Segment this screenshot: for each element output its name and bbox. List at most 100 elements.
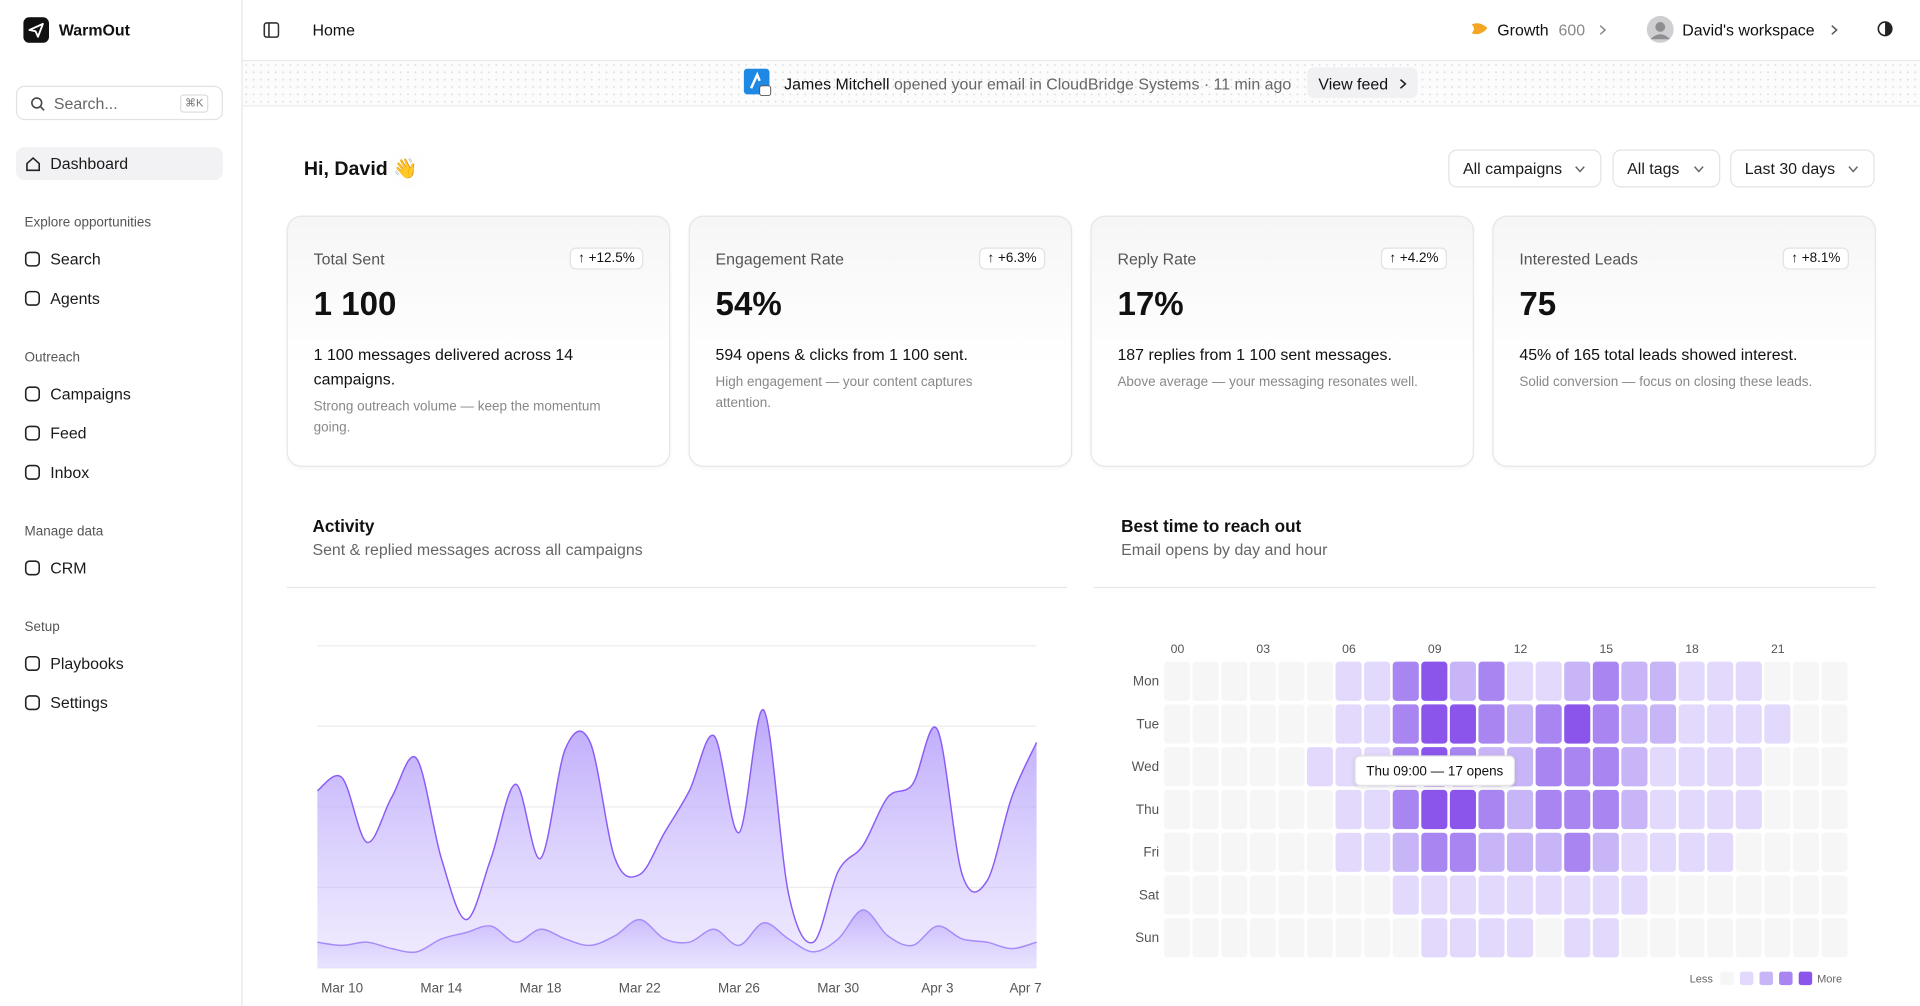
nav-item[interactable]: Agents bbox=[16, 282, 223, 315]
heatmap-cell bbox=[1164, 832, 1191, 872]
heatmap-cell bbox=[1792, 747, 1819, 787]
stat-value: 54% bbox=[715, 285, 782, 323]
brand-logo bbox=[23, 17, 50, 43]
heatmap-cell bbox=[1364, 832, 1391, 872]
heatmap-cell bbox=[1792, 875, 1819, 915]
heatmap-cell bbox=[1792, 918, 1819, 958]
workspace-name[interactable]: David's workspace bbox=[1682, 20, 1815, 40]
plan-name[interactable]: Growth bbox=[1497, 20, 1549, 40]
heatmap-cell bbox=[1278, 918, 1305, 958]
heatmap-cell bbox=[1507, 832, 1534, 872]
heatmap-cell bbox=[1764, 747, 1791, 787]
nav-item[interactable]: Search bbox=[16, 243, 223, 276]
heatmap-cell bbox=[1221, 704, 1248, 744]
section-subtitle: Email opens by day and hour bbox=[1121, 540, 1328, 559]
heatmap-cell bbox=[1249, 875, 1276, 915]
nav-icon bbox=[24, 290, 41, 306]
heatmap-cell bbox=[1392, 789, 1419, 830]
search-box[interactable]: Search... ⌘K bbox=[15, 85, 223, 121]
icon-shape bbox=[24, 464, 41, 480]
nav-item[interactable]: Campaigns bbox=[16, 377, 223, 410]
icon-shape bbox=[24, 251, 41, 267]
heatmap-cell bbox=[1249, 747, 1276, 787]
nav-icon bbox=[24, 464, 41, 480]
heatmap-cell bbox=[1821, 704, 1848, 744]
tooltip-text: Thu 09:00 — 17 opens bbox=[1366, 764, 1503, 779]
heatmap-cell bbox=[1621, 832, 1648, 872]
line bbox=[317, 909, 1037, 953]
stat-card: Engagement Rate ↑ +6.3% 54% 594 opens & cli… bbox=[688, 215, 1073, 467]
heatmap-cell bbox=[1192, 832, 1219, 872]
heatmap-cell bbox=[1535, 661, 1562, 701]
x-tick-label: Apr 3 bbox=[921, 980, 953, 995]
nav-icon bbox=[24, 251, 41, 267]
nav-item[interactable]: Inbox bbox=[16, 456, 223, 489]
column-label: 06 bbox=[1342, 642, 1356, 656]
stat-card: Total Sent ↑ +12.5% 1 100 1 100 messages de… bbox=[286, 215, 671, 467]
stat-delta: ↑ +8.1% bbox=[1782, 247, 1849, 270]
heatmap-cell bbox=[1735, 875, 1762, 915]
stat-note: Solid conversion — focus on closing thes… bbox=[1519, 374, 1813, 390]
heatmap-cell bbox=[1821, 747, 1848, 787]
nav-item[interactable]: CRM bbox=[16, 551, 223, 584]
heatmap-cell bbox=[1707, 832, 1734, 872]
filter-dropdown[interactable]: Last 30 days bbox=[1730, 149, 1875, 188]
nav-item-active[interactable]: Dashboard bbox=[15, 147, 223, 181]
heatmap-cell bbox=[1278, 661, 1305, 701]
filter-dropdown[interactable]: All tags bbox=[1612, 149, 1721, 188]
stat-value: 17% bbox=[1117, 285, 1184, 323]
stat-description: 1 100 messages delivered across 14 campa… bbox=[313, 345, 574, 389]
chevron bbox=[1599, 25, 1607, 35]
heatmap-cell bbox=[1707, 789, 1734, 830]
x-tick-label: Apr 7 bbox=[1009, 980, 1041, 995]
brand-name: WarmOut bbox=[58, 20, 130, 40]
heatmap-cell bbox=[1621, 918, 1648, 958]
heatmap-cell bbox=[1449, 704, 1476, 744]
filter-label: All campaigns bbox=[1462, 159, 1563, 178]
nav-label: Campaigns bbox=[50, 384, 131, 404]
heatmap-cell bbox=[1707, 661, 1734, 701]
filter-dropdown[interactable]: All campaigns bbox=[1448, 149, 1602, 188]
nav-icon bbox=[24, 655, 41, 672]
stat-label: Total Sent bbox=[313, 249, 385, 269]
heatmap-cell bbox=[1421, 918, 1448, 958]
divider bbox=[1094, 586, 1876, 589]
heatmap-cell bbox=[1221, 918, 1248, 958]
area bbox=[317, 909, 1037, 968]
heatmap-cell bbox=[1221, 875, 1248, 915]
heatmap-cell bbox=[1364, 704, 1391, 744]
heatmap-cell bbox=[1821, 832, 1848, 872]
nav-icon bbox=[24, 425, 41, 441]
icon-shape bbox=[24, 655, 41, 672]
stat-delta: ↑ +4.2% bbox=[1380, 247, 1448, 270]
theme-toggle[interactable] bbox=[1877, 21, 1893, 37]
heatmap-cell bbox=[1764, 875, 1791, 915]
heatmap-cell bbox=[1592, 875, 1619, 915]
tooltip-box bbox=[1354, 755, 1516, 787]
stat-card: Reply Rate ↑ +4.2% 17% 187 replies from 1 1… bbox=[1090, 215, 1474, 467]
nav-item[interactable]: Playbooks bbox=[16, 647, 223, 680]
legend-swatch bbox=[1779, 971, 1793, 986]
heatmap-cell bbox=[1192, 661, 1219, 701]
heatmap-cell bbox=[1564, 747, 1591, 787]
icon-shape bbox=[24, 386, 41, 402]
heatmap-cell bbox=[1449, 918, 1476, 958]
heatmap-cell bbox=[1821, 918, 1848, 958]
nav-item[interactable]: Feed bbox=[16, 417, 223, 450]
nav-item[interactable]: Settings bbox=[16, 686, 223, 719]
heatmap-cell bbox=[1535, 875, 1562, 915]
heatmap-cell bbox=[1792, 789, 1819, 830]
legend-high: More bbox=[1817, 974, 1842, 986]
plan-icon bbox=[1471, 23, 1488, 35]
heatmap-cell bbox=[1564, 704, 1591, 744]
heatmap-cell bbox=[1535, 918, 1562, 958]
button-label: View feed bbox=[1318, 74, 1389, 94]
heatmap-cell bbox=[1192, 747, 1219, 787]
view-feed-button[interactable]: View feed bbox=[1307, 67, 1418, 99]
greeting: Hi, David 👋 bbox=[303, 159, 418, 181]
sidebar-toggle[interactable] bbox=[263, 22, 280, 38]
avatar[interactable] bbox=[1646, 15, 1674, 43]
nav-label: Dashboard bbox=[50, 154, 129, 173]
heatmap-cell bbox=[1621, 704, 1648, 744]
heatmap-cell bbox=[1764, 704, 1791, 744]
